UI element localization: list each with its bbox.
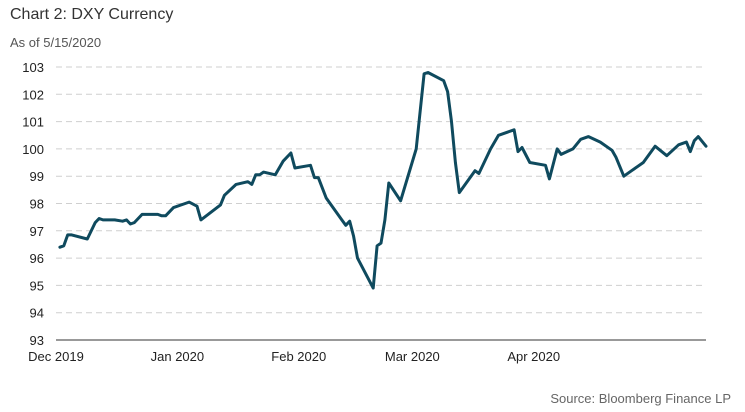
x-tick-label: Dec 2019: [28, 349, 84, 364]
y-tick-label: 94: [30, 306, 44, 321]
series-line: [58, 71, 708, 290]
y-tick-label: 102: [22, 87, 44, 102]
x-tick-label: Jan 2020: [151, 349, 205, 364]
y-tick-label: 103: [22, 60, 44, 75]
y-tick-label: 98: [30, 197, 44, 212]
chart-subtitle: As of 5/15/2020: [10, 35, 102, 50]
source-note: Source: Bloomberg Finance LP: [550, 391, 731, 406]
x-tick-label: Apr 2020: [507, 349, 560, 364]
y-tick-label: 97: [30, 224, 44, 239]
y-tick-label: 99: [30, 169, 44, 184]
chart-title: Chart 2: DXY Currency: [10, 6, 174, 23]
x-tick-label: Mar 2020: [385, 349, 440, 364]
y-tick-label: 100: [22, 142, 44, 157]
y-tick-label: 93: [30, 333, 44, 348]
y-tick-label: 95: [30, 278, 44, 293]
y-tick-label: 101: [22, 115, 44, 130]
x-tick-label: Feb 2020: [271, 349, 326, 364]
y-tick-label: 96: [30, 251, 44, 266]
